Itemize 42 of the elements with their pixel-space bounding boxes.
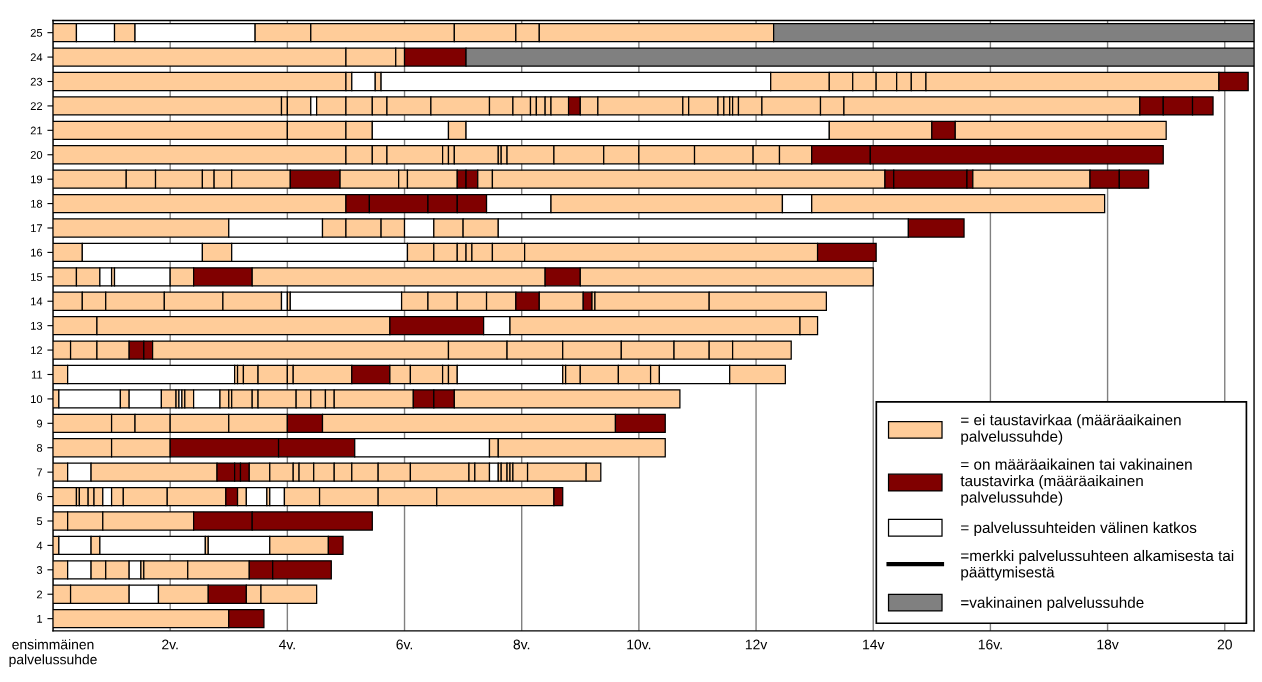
x-tick-label: 14v xyxy=(863,639,885,650)
y-tick-label: 3 xyxy=(36,566,43,574)
x-tick-label: 16v. xyxy=(978,639,1002,650)
y-tick-label: 10 xyxy=(31,395,43,404)
y-tick-label: 22 xyxy=(30,102,43,110)
y-tick-label: 18 xyxy=(31,199,43,208)
y-tick-label: 12 xyxy=(31,346,43,355)
y-tick-label: 14 xyxy=(31,297,43,306)
y-tick-label: 7 xyxy=(36,468,43,477)
y-tick-label: 2 xyxy=(36,590,43,599)
y-tick-label: 25 xyxy=(30,28,43,37)
y-tick-label: 21 xyxy=(30,126,43,135)
legend-label: = palvelussuhteiden välinen katkos xyxy=(961,521,1197,537)
y-tick-label: 15 xyxy=(31,273,43,281)
x-tick-label: ensimmäinen palvelussuhde xyxy=(9,639,97,668)
legend-label: = ei taustavirkaa (määräaikainen palvelussuhde) xyxy=(961,414,1181,445)
y-tick-label: 1 xyxy=(37,615,43,623)
y-tick-label: 9 xyxy=(36,419,43,428)
y-tick-label: 16 xyxy=(31,248,43,257)
bar xyxy=(231,389,253,409)
y-tick-label: 13 xyxy=(31,321,43,330)
x-tick-label: 4v. xyxy=(278,639,295,650)
legend-label: = on määräaikainen tai vakinainen taustavirka (määräaikainen palvelussuhde) xyxy=(960,458,1192,506)
x-tick-label: 6v. xyxy=(396,639,413,650)
y-tick-label: 11 xyxy=(31,370,43,379)
y-tick-label: 23 xyxy=(30,77,43,86)
x-tick-label: 8v. xyxy=(513,639,530,650)
y-tick-label: 6 xyxy=(36,492,43,501)
x-tick-label: 2v. xyxy=(162,639,178,650)
y-tick-label: 24 xyxy=(30,53,43,62)
x-tick-label: 10v. xyxy=(627,639,651,650)
legend-label: =merkki palvelussuhteen alkamisesta tai päättymisestä xyxy=(961,549,1234,581)
y-tick-label: 5 xyxy=(36,517,43,526)
x-tick-label: 20 xyxy=(1217,639,1232,650)
y-tick-label: 4 xyxy=(36,541,43,550)
y-tick-label: 17 xyxy=(31,224,43,233)
y-tick-label: 8 xyxy=(36,444,43,452)
x-tick-label: 12v xyxy=(745,639,768,650)
y-tick-label: 19 xyxy=(31,175,43,184)
legend-label: =vakinainen palvelussuhde xyxy=(961,596,1144,611)
y-tick-label: 20 xyxy=(30,151,43,159)
x-tick-label: 18v xyxy=(1097,639,1119,650)
